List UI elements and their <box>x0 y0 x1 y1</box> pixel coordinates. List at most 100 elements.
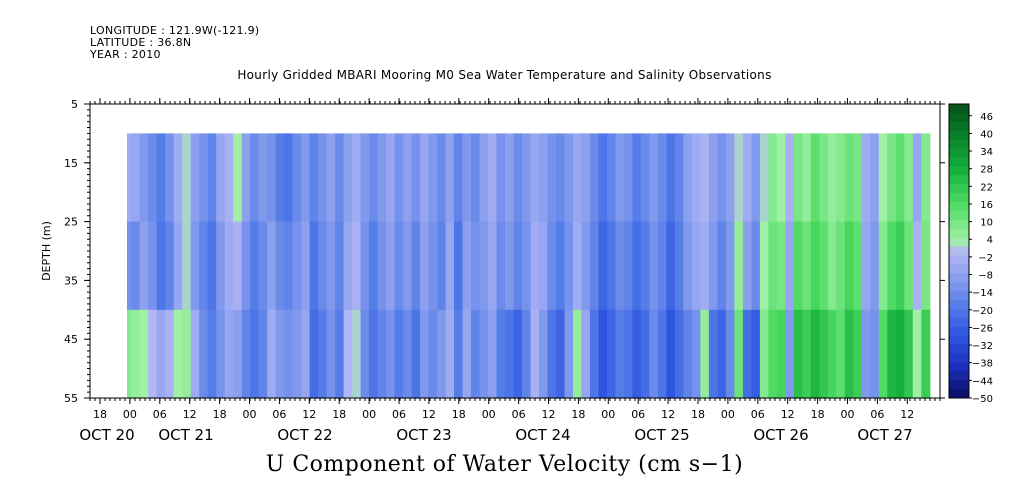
heatmap-cell <box>573 309 583 399</box>
heatmap-cell <box>522 309 532 399</box>
heatmap-cell <box>420 221 430 311</box>
heatmap-cell <box>836 309 846 399</box>
heatmap-cell <box>394 221 404 311</box>
heatmap-cell <box>233 221 243 311</box>
colorbar-label: −32 <box>972 341 993 352</box>
heatmap-cell <box>207 133 217 223</box>
heatmap-cell <box>623 221 633 311</box>
heatmap-cell <box>802 133 812 223</box>
heatmap-cell <box>428 309 438 399</box>
x-day-label: OCT 21 <box>158 426 213 444</box>
heatmap-cell <box>615 133 625 223</box>
x-hour-label: 00 <box>841 408 855 421</box>
heatmap-cell <box>292 133 302 223</box>
heatmap-cell <box>343 309 353 399</box>
heatmap-cell <box>827 133 837 223</box>
heatmap-cell <box>173 309 183 399</box>
heatmap-cell <box>708 133 718 223</box>
heatmap-cell <box>751 309 761 399</box>
colorbar-swatch <box>949 193 969 203</box>
heatmap-cell <box>878 309 888 399</box>
x-hour-label: 00 <box>601 408 615 421</box>
heatmap-cell <box>301 133 311 223</box>
heatmap-cell <box>513 133 523 223</box>
heatmap-cell <box>547 221 557 311</box>
heatmap-cell <box>505 309 515 399</box>
x-hour-label: 18 <box>93 408 107 421</box>
x-hour-label: 00 <box>243 408 257 421</box>
heatmap-cell <box>250 133 260 223</box>
colorbar-swatch <box>949 104 969 114</box>
y-tick-label: 25 <box>64 216 78 229</box>
heatmap-cell <box>725 309 735 399</box>
heatmap-cell <box>139 221 149 311</box>
x-hour-label: 06 <box>153 408 167 421</box>
heatmap-cell <box>156 309 166 399</box>
colorbar-label: 34 <box>980 147 993 158</box>
heatmap-cell <box>258 309 268 399</box>
colorbar-swatch <box>949 246 969 256</box>
heatmap-cell <box>751 133 761 223</box>
heatmap-cell <box>895 309 905 399</box>
heatmap-cell <box>666 133 676 223</box>
heatmap-cell <box>360 133 370 223</box>
x-hour-label: 12 <box>781 408 795 421</box>
heatmap-cell <box>182 133 192 223</box>
heatmap-cell <box>921 309 931 399</box>
heatmap-cell <box>691 133 701 223</box>
heatmap-cell <box>623 309 633 399</box>
heatmap-cell <box>674 221 684 311</box>
heatmap-cell <box>708 309 718 399</box>
colorbar-swatch <box>949 282 969 292</box>
heatmap-cell <box>700 133 710 223</box>
colorbar-swatch <box>949 308 969 319</box>
x-day-label: OCT 22 <box>277 426 332 444</box>
heatmap-cell <box>343 221 353 311</box>
x-day-label: OCT 27 <box>857 426 912 444</box>
heatmap-cell <box>284 133 294 223</box>
heatmap-cell <box>607 309 617 399</box>
heatmap-cell <box>556 309 566 399</box>
colorbar-swatch <box>949 157 969 167</box>
colorbar-swatch <box>949 326 969 337</box>
heatmap-cell <box>590 309 600 399</box>
heatmap-cell <box>369 309 379 399</box>
heatmap-cell <box>700 221 710 311</box>
heatmap-cell <box>267 221 277 311</box>
heatmap-cell <box>666 221 676 311</box>
heatmap-cell <box>539 221 549 311</box>
x-axis-day-labels: OCT 20 OCT 21 OCT 22 OCT 23 OCT 24 OCT 25 OCT … <box>79 426 912 444</box>
heatmap-cell <box>836 221 846 311</box>
heatmap-cell <box>411 221 421 311</box>
heatmap-cell <box>598 133 608 223</box>
heatmap-cell <box>776 221 786 311</box>
colorbar-swatch <box>949 237 969 248</box>
colorbar-swatch <box>949 353 969 363</box>
heatmap-cell <box>496 221 506 311</box>
heatmap-cell <box>522 133 532 223</box>
colorbar-label: 10 <box>980 218 993 229</box>
x-day-label: OCT 25 <box>634 426 689 444</box>
heatmap-cell <box>505 221 515 311</box>
heatmap-cell <box>207 221 217 311</box>
heatmap-cell <box>674 309 684 399</box>
x-hour-label: 18 <box>332 408 346 421</box>
heatmap-cell <box>216 133 226 223</box>
heatmap-cell <box>878 133 888 223</box>
heatmap-cell <box>598 221 608 311</box>
heatmap-cell <box>454 309 464 399</box>
heatmap-cell <box>539 133 549 223</box>
colorbar-frame <box>948 103 970 399</box>
heatmap-cell <box>759 221 769 311</box>
heatmap-cell <box>785 309 795 399</box>
colorbar-swatch <box>949 175 969 185</box>
heatmap-cell <box>632 221 642 311</box>
heatmap-cell <box>802 221 812 311</box>
heatmap-cell <box>471 133 481 223</box>
colorbar-label: −44 <box>972 376 993 387</box>
heatmap-cell <box>649 309 659 399</box>
colorbar-swatch <box>949 273 969 283</box>
x-hour-label: 06 <box>870 408 884 421</box>
heatmap-cell <box>793 309 803 399</box>
heatmap-cell <box>420 133 430 223</box>
